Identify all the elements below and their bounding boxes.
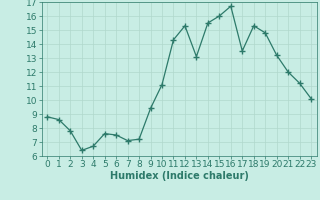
X-axis label: Humidex (Indice chaleur): Humidex (Indice chaleur) — [110, 171, 249, 181]
